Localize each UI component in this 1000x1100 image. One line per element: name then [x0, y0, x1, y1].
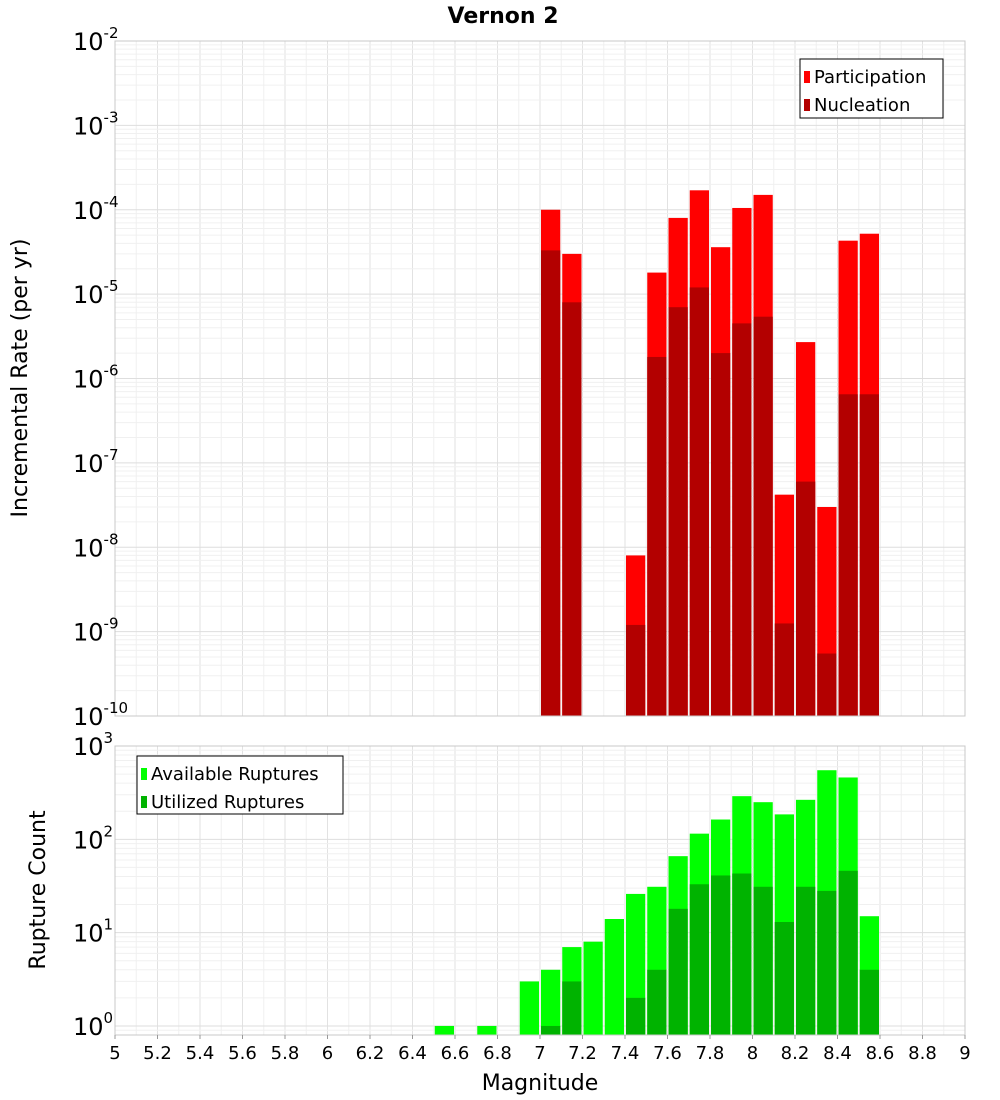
- top-y-tick-labels: 10-10 10-9 10-8 10-7 10-6 10-5 10-4 10-3 10-2: [73, 24, 128, 731]
- utilized-ruptures-bar: [817, 890, 837, 1035]
- nucleation-bar: [732, 323, 752, 716]
- utilized-ruptures-bar: [562, 981, 582, 1035]
- x-tick-label: 8.6: [866, 1043, 895, 1064]
- nucleation-bar: [626, 624, 646, 716]
- utilized-ruptures-bar: [774, 922, 794, 1035]
- legend-swatch: [141, 768, 147, 780]
- x-tick-label: 8.8: [908, 1043, 937, 1064]
- y-tick-label: 10-6: [73, 362, 119, 394]
- legend-swatch: [804, 99, 810, 111]
- y-tick-label: 10-7: [73, 446, 119, 478]
- available-ruptures-bar: [519, 981, 539, 1035]
- y-tick-label: 10-4: [73, 193, 119, 225]
- x-tick-label: 6.6: [441, 1043, 470, 1064]
- utilized-ruptures-bar: [838, 870, 858, 1035]
- y-tick-label: 10-10: [73, 699, 128, 731]
- nucleation-bar: [562, 302, 582, 716]
- nucleation-bar: [689, 287, 709, 716]
- x-tick-label: 5: [109, 1043, 120, 1064]
- legend-box: [799, 58, 944, 119]
- x-tick-label: 5.6: [228, 1043, 257, 1064]
- y-tick-label: 10-9: [73, 615, 119, 647]
- x-tick-label: 7.2: [568, 1043, 597, 1064]
- x-tick-label: 7.4: [611, 1043, 640, 1064]
- y-tick-label: 102: [73, 822, 113, 854]
- top-grid: [114, 40, 966, 717]
- y-tick-label: 103: [73, 729, 113, 761]
- nucleation-bar: [668, 307, 688, 716]
- x-tick-label: 8.4: [823, 1043, 852, 1064]
- bottom-bars: [434, 770, 879, 1035]
- nucleation-bar: [838, 394, 858, 716]
- y-tick-label: 101: [73, 916, 113, 948]
- available-ruptures-bar: [604, 919, 624, 1035]
- x-tick-label: 7.6: [653, 1043, 682, 1064]
- legend-label: Participation: [814, 67, 926, 88]
- available-ruptures-bar: [477, 1025, 497, 1035]
- x-tick-label: 5.8: [271, 1043, 300, 1064]
- bottom-legend: Available Ruptures Utilized Ruptures: [136, 755, 344, 815]
- utilized-ruptures-bar: [732, 873, 752, 1035]
- x-tick-label: 6.2: [356, 1043, 385, 1064]
- utilized-ruptures-bar: [541, 1025, 561, 1035]
- legend-box: [136, 755, 344, 815]
- y-tick-label: 10-3: [73, 108, 119, 140]
- top-panel: 10-10 10-9 10-8 10-7 10-6 10-5 10-4 10-3 10-2 In…: [8, 24, 966, 731]
- available-ruptures-bar: [541, 969, 561, 1035]
- utilized-ruptures-bar: [668, 908, 688, 1035]
- y-tick-label: 10-8: [73, 530, 119, 562]
- utilized-ruptures-bar: [647, 969, 667, 1035]
- utilized-ruptures-bar: [753, 886, 773, 1035]
- nucleation-bar: [711, 353, 731, 716]
- x-tick-label: 6.4: [398, 1043, 427, 1064]
- y-tick-label: 100: [73, 1009, 113, 1041]
- bottom-y-tick-labels: 100 101 102 103: [73, 729, 113, 1041]
- legend-swatch: [804, 71, 810, 83]
- legend-swatch: [141, 796, 147, 808]
- x-tick-label: 7: [534, 1043, 545, 1064]
- nucleation-bar: [796, 481, 816, 716]
- utilized-ruptures-bar: [626, 997, 646, 1035]
- nucleation-bar: [647, 356, 667, 716]
- y-tick-label: 10-2: [73, 24, 119, 56]
- x-tick-labels: 5 5.2 5.4 5.6 5.8 6 6.2 6.4 6.6 6.8 7 7.2 7.4 7.6 7.8 8…: [109, 1035, 971, 1064]
- x-axis-label: Magnitude: [482, 1071, 599, 1096]
- utilized-ruptures-bar: [689, 884, 709, 1035]
- nucleation-bar: [859, 394, 879, 716]
- available-ruptures-bar: [583, 941, 603, 1035]
- nucleation-bar: [817, 653, 837, 716]
- bottom-y-axis-label: Rupture Count: [26, 810, 51, 970]
- utilized-ruptures-bar: [859, 969, 879, 1035]
- x-tick-label: 8.2: [781, 1043, 810, 1064]
- nucleation-bar: [753, 316, 773, 716]
- x-tick-label: 6: [322, 1043, 333, 1064]
- utilized-ruptures-bar: [796, 886, 816, 1035]
- x-tick-label: 5.4: [186, 1043, 215, 1064]
- x-tick-label: 9: [959, 1043, 970, 1064]
- y-tick-label: 10-5: [73, 277, 119, 309]
- top-plot-border: [114, 40, 966, 717]
- bottom-panel: 100 101 102 103 5 5.2 5.4 5.6 5.8 6 6.2 6.4 6.6 6.8 7…: [26, 729, 971, 1096]
- top-bars: [541, 190, 879, 717]
- legend-label: Utilized Ruptures: [151, 792, 304, 813]
- x-tick-label: 5.2: [143, 1043, 172, 1064]
- x-tick-label: 8: [747, 1043, 758, 1064]
- nucleation-bar: [774, 623, 794, 716]
- legend-label: Available Ruptures: [151, 764, 319, 785]
- legend-label: Nucleation: [814, 95, 910, 116]
- available-ruptures-bar: [434, 1025, 454, 1035]
- nucleation-bar: [541, 250, 561, 717]
- x-tick-label: 7.8: [696, 1043, 725, 1064]
- top-y-axis-label: Incremental Rate (per yr): [8, 239, 33, 518]
- chart-title: Vernon 2: [448, 4, 559, 29]
- utilized-ruptures-bar: [711, 875, 731, 1035]
- x-tick-label: 6.8: [483, 1043, 512, 1064]
- top-legend: Participation Nucleation: [799, 58, 944, 119]
